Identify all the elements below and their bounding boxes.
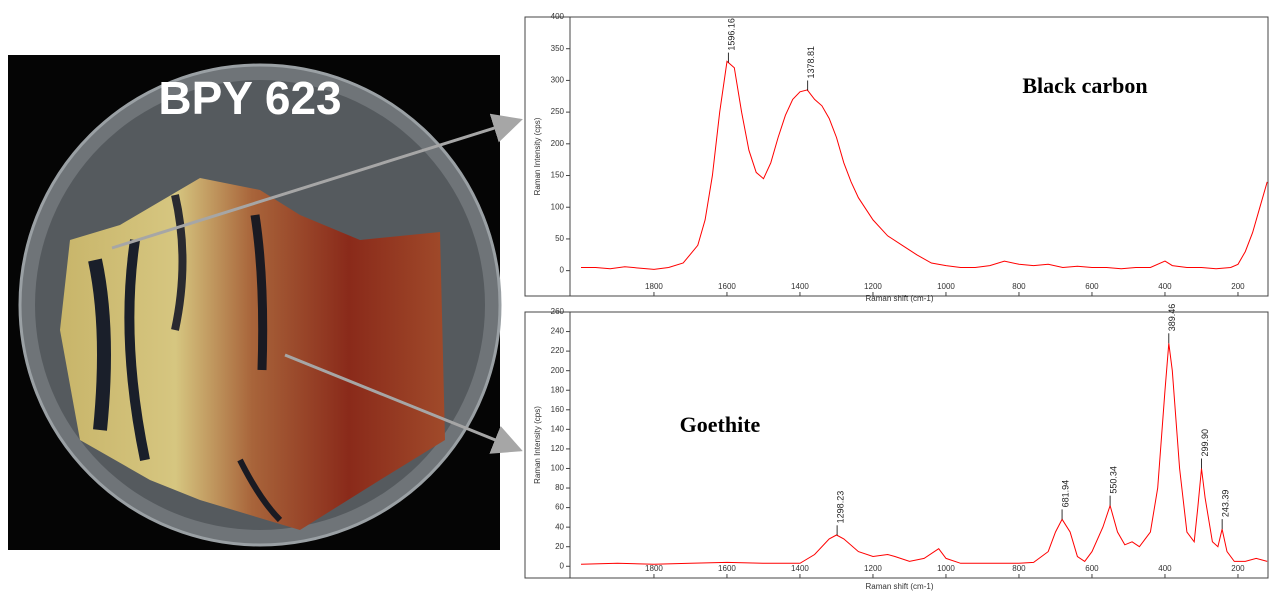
x-tick-label: 1200 xyxy=(864,282,882,291)
x-tick-label: 1600 xyxy=(718,564,736,573)
annotation: Goethite xyxy=(680,412,761,437)
plot-frame xyxy=(525,312,1268,578)
x-tick-label: 400 xyxy=(1158,282,1172,291)
peak-label: 1298.23 xyxy=(835,491,845,524)
x-tick-label: 200 xyxy=(1231,282,1245,291)
y-tick-label: 20 xyxy=(555,542,564,551)
y-tick-label: 350 xyxy=(551,44,565,53)
y-tick-label: 80 xyxy=(555,483,564,492)
peak-label: 389.46 xyxy=(1167,304,1177,332)
y-tick-label: 300 xyxy=(551,76,565,85)
y-tick-label: 220 xyxy=(551,346,565,355)
y-axis-label: Raman Intensity (cps) xyxy=(533,117,542,195)
peak-label: 299.90 xyxy=(1200,429,1210,457)
x-tick-label: 1400 xyxy=(791,564,809,573)
y-tick-label: 120 xyxy=(551,444,565,453)
spectrum-line xyxy=(581,61,1267,269)
y-tick-label: 100 xyxy=(551,202,565,211)
x-tick-label: 400 xyxy=(1158,564,1172,573)
peak-label: 681.94 xyxy=(1060,480,1070,508)
sample-photo: BPY 623 xyxy=(8,55,500,550)
y-tick-label: 200 xyxy=(551,139,565,148)
y-tick-label: 0 xyxy=(560,266,565,275)
x-tick-label: 1000 xyxy=(937,282,955,291)
peak-label: 1378.81 xyxy=(806,46,816,79)
x-tick-label: 1800 xyxy=(645,564,663,573)
y-tick-label: 140 xyxy=(551,424,565,433)
peak-label: 243.39 xyxy=(1221,490,1231,518)
x-tick-label: 1000 xyxy=(937,564,955,573)
plot-frame xyxy=(525,17,1268,296)
y-tick-label: 150 xyxy=(551,171,565,180)
spectrum-line xyxy=(581,343,1267,564)
y-tick-label: 240 xyxy=(551,327,565,336)
x-axis-label: Raman shift (cm-1) xyxy=(865,582,933,591)
peak-label: 1596.16 xyxy=(727,18,737,51)
y-tick-label: 60 xyxy=(555,503,564,512)
y-tick-label: 100 xyxy=(551,464,565,473)
y-tick-label: 40 xyxy=(555,522,564,531)
x-tick-label: 800 xyxy=(1012,282,1026,291)
x-tick-label: 600 xyxy=(1085,564,1099,573)
y-tick-label: 260 xyxy=(551,307,565,316)
x-tick-label: 1400 xyxy=(791,282,809,291)
x-tick-label: 200 xyxy=(1231,564,1245,573)
y-tick-label: 50 xyxy=(555,234,564,243)
peak-label: 550.34 xyxy=(1108,466,1118,494)
x-tick-label: 800 xyxy=(1012,564,1026,573)
photo-label: BPY 623 xyxy=(158,72,341,124)
y-tick-label: 160 xyxy=(551,405,565,414)
annotation: Black carbon xyxy=(1022,73,1147,98)
y-tick-label: 200 xyxy=(551,366,565,375)
y-tick-label: 400 xyxy=(551,12,565,21)
x-tick-label: 1200 xyxy=(864,564,882,573)
y-tick-label: 250 xyxy=(551,107,565,116)
x-tick-label: 1600 xyxy=(718,282,736,291)
x-tick-label: 1800 xyxy=(645,282,663,291)
x-tick-label: 600 xyxy=(1085,282,1099,291)
y-tick-label: 180 xyxy=(551,385,565,394)
y-tick-label: 0 xyxy=(560,561,565,570)
y-axis-label: Raman Intensity (cps) xyxy=(533,406,542,484)
figure: BPY 623 05010015020025030035040018001600… xyxy=(0,0,1269,592)
x-axis-label: Raman shift (cm-1) xyxy=(865,294,933,303)
